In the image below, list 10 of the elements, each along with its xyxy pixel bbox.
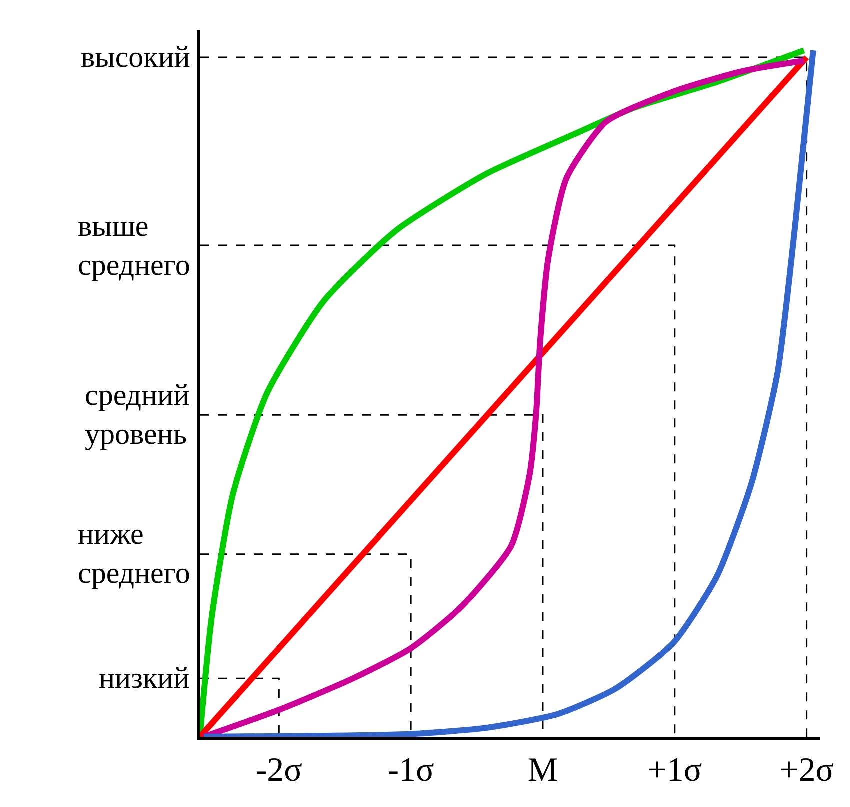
- x-tick-label: -2σ: [256, 752, 302, 789]
- x-tick-label: +2σ: [780, 752, 834, 789]
- x-tick-label: +1σ: [648, 752, 702, 789]
- x-tick-label: M: [528, 752, 558, 789]
- series-label: средний уровень: [85, 379, 190, 451]
- series-label: ниже среднего: [78, 518, 190, 590]
- series-label: низкий: [99, 662, 190, 695]
- series-label: выше среднего: [78, 210, 190, 282]
- x-tick-label: -1σ: [388, 752, 434, 789]
- series-label: высокий: [81, 41, 190, 74]
